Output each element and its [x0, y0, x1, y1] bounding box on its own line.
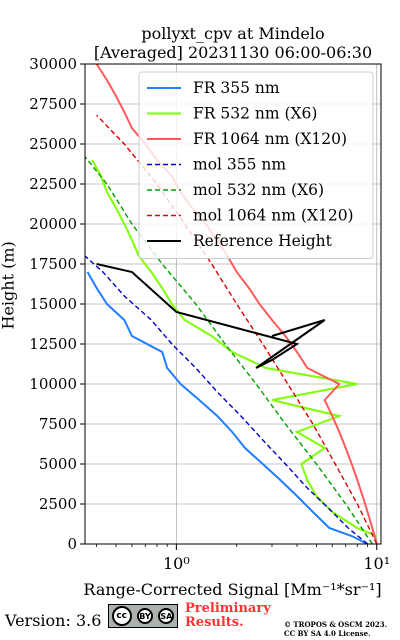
- legend-entry: FR 532 nm (X6): [193, 105, 317, 123]
- y-tick-label: 0: [67, 535, 77, 553]
- chart-title-line2: [Averaged] 20231130 06:00-06:30: [93, 43, 373, 62]
- y-tick-label: 30000: [29, 55, 77, 73]
- x-axis-label: Range-Corrected Signal [Mm⁻¹*sr⁻¹]: [83, 580, 382, 599]
- sa-icon: SA: [158, 608, 175, 624]
- y-tick-label: 12500: [29, 335, 77, 353]
- y-tick-label: 25000: [29, 135, 77, 153]
- y-tick-label: 20000: [29, 215, 77, 233]
- y-tick-label: 5000: [39, 455, 77, 473]
- legend: FR 355 nm FR 532 nm (X6) FR 1064 nm (X120)…: [138, 71, 374, 259]
- x-tick-label: 10⁰: [163, 554, 190, 573]
- preliminary-results-note: Preliminary Results.: [185, 601, 271, 630]
- x-tick-label: 10¹: [363, 554, 390, 573]
- version-label: Version: 3.6: [5, 611, 102, 630]
- legend-entry: FR 355 nm: [193, 79, 280, 97]
- y-tick-label: 27500: [29, 95, 77, 113]
- copyright-note: © TROPOS & OSCM 2023. CC BY SA 4.0 Licen…: [284, 620, 388, 638]
- legend-entry: Reference Height: [193, 232, 333, 250]
- y-tick-label: 2500: [39, 495, 77, 513]
- series-line-4: [85, 156, 373, 544]
- y-tick-label: 7500: [39, 415, 77, 433]
- cc-license-badge: cc BY SA: [108, 604, 178, 628]
- series-line-6: [96, 263, 326, 369]
- legend-entry: FR 1064 nm (X120): [193, 130, 347, 148]
- series-line-5: [96, 114, 378, 544]
- chart-title-line1: pollyxt_cpv at Mindelo: [141, 24, 325, 43]
- y-axis-label: Height (m): [0, 241, 18, 330]
- series-line-0: [86, 271, 369, 544]
- by-icon: BY: [136, 608, 153, 624]
- y-tick-label: 10000: [29, 375, 77, 393]
- legend-box: [138, 71, 374, 259]
- legend-entry: mol 355 nm: [193, 156, 286, 174]
- y-tick-label: 22500: [29, 175, 77, 193]
- cc-icon: cc: [111, 606, 132, 626]
- legend-entry: mol 532 nm (X6): [193, 181, 324, 199]
- series-line-1: [91, 159, 378, 537]
- y-tick-label: 15000: [29, 295, 77, 313]
- y-tick-label: 17500: [29, 255, 77, 273]
- legend-entry: mol 1064 nm (X120): [193, 207, 354, 225]
